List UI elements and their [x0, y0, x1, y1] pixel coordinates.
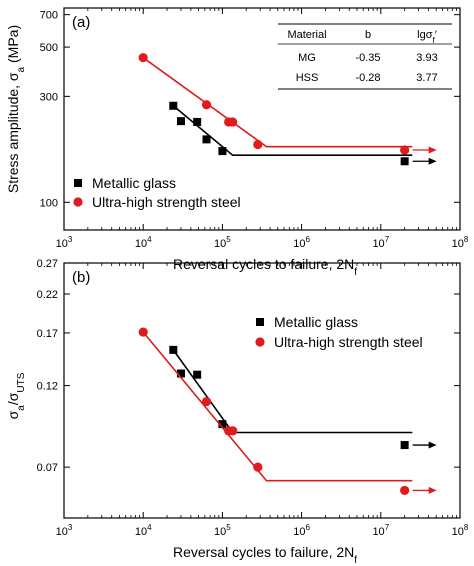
- panel-a-point-steel: [253, 139, 263, 150]
- panel-b-runout-arrow-head: [428, 486, 437, 494]
- panel-b-point-metallic-glass: [218, 420, 227, 429]
- panel-a-y-tick-label: 500: [40, 42, 58, 54]
- panel-a-y-tick-label: 100: [40, 197, 58, 209]
- panel-a-y-tick-label: 700: [40, 10, 58, 22]
- panel-a-y-axis-label: Stress amplitude, σa (MPa): [5, 25, 27, 193]
- panel-b-x-axis-label: Reversal cycles to failure, 2Nf: [173, 544, 357, 566]
- panel-b-x-tick-label: 105: [214, 523, 231, 538]
- panel-b-x-tick-label: 104: [135, 523, 152, 538]
- inset-table-header-cell: lgσf′: [417, 29, 437, 45]
- inset-table-header-cell: Material: [287, 29, 326, 41]
- panel-a-fit-line-metallic-glass: [172, 105, 413, 156]
- panel-b-point-steel: [138, 327, 148, 337]
- panel-a-point-steel: [201, 100, 212, 110]
- panel-a-legend-label: Ultra-high strength steel: [92, 194, 241, 210]
- panel-b-point-steel: [253, 462, 263, 472]
- panel-a-point-metallic-glass: [202, 135, 211, 144]
- panel-b-plot-frame: [63, 262, 461, 519]
- panel-b-legend-marker-metallic-glass: [256, 318, 264, 326]
- panel-b-point-steel: [400, 485, 410, 496]
- panel-a-legend-marker-metallic-glass: [74, 179, 82, 187]
- inset-table-cell: -0.28: [355, 72, 380, 84]
- panel-b-legend-marker-steel: [255, 337, 265, 347]
- panel-b-point-metallic-glass: [193, 370, 202, 379]
- panel-b-legend-label: Metallic glass: [274, 314, 358, 330]
- panel-a-x-axis-label: Reversal cycles to failure, 2Nf: [173, 256, 357, 278]
- panel-a-x-tick-label: 105: [214, 235, 231, 250]
- inset-table-cell: -0.35: [355, 52, 380, 64]
- panel-a-point-metallic-glass: [176, 117, 185, 126]
- panel-b-fit-line-steel: [142, 331, 413, 482]
- panel-b-point-metallic-glass: [176, 369, 185, 378]
- panel-a-x-tick-label: 104: [135, 235, 152, 250]
- panel-a-fit-line-steel: [142, 57, 413, 148]
- panel-b-y-tick-label: 0.22: [37, 289, 58, 301]
- panel-a-point-metallic-glass: [400, 157, 409, 166]
- panel-b-point-steel: [228, 426, 238, 436]
- panel-b-y-tick-label: 0.12: [37, 381, 58, 393]
- panel-b-y-tick-label: 0.07: [37, 462, 58, 474]
- panel-a-point-metallic-glass: [193, 117, 202, 126]
- panel-b-runout-arrow-head: [428, 441, 437, 449]
- panel-a-x-tick-label: 107: [372, 235, 389, 250]
- panel-b-y-axis-label: σa/σUTS: [5, 372, 27, 419]
- inset-table-cell: 3.93: [416, 52, 437, 64]
- panel-a-point-metallic-glass: [218, 147, 227, 156]
- panel-a-point-metallic-glass: [169, 101, 178, 110]
- panel-b-x-tick-label: 107: [372, 523, 389, 538]
- panel-a-runout-arrow-head: [428, 157, 437, 165]
- inset-table-cell: HSS: [296, 72, 319, 84]
- panel-b-x-tick-label: 103: [56, 523, 73, 538]
- panel-a-panel-label: (a): [72, 14, 90, 31]
- panel-a-plot-frame: [63, 7, 461, 231]
- panel-b-y-tick-label: 0.27: [37, 258, 58, 270]
- panel-a-legend-label: Metallic glass: [92, 175, 176, 191]
- panel-b-panel-label: (b): [72, 269, 90, 286]
- panel-a-y-tick-label: 300: [40, 91, 58, 103]
- panel-a-legend-marker-steel: [73, 197, 83, 207]
- inset-table-header-cell: b: [365, 29, 371, 41]
- panel-a-point-steel: [400, 145, 410, 155]
- panel-a-point-steel: [228, 117, 238, 127]
- panel-b-fit-line-metallic-glass: [172, 349, 413, 434]
- inset-table-cell: 3.77: [416, 72, 437, 84]
- panel-a-x-tick-label: 103: [56, 235, 73, 250]
- panel-a-runout-arrow-head: [428, 146, 437, 154]
- panel-b: 103 104 105 106 107 108 0.07 0.12 0.17 0.22 0.27 (b…: [5, 258, 469, 566]
- panel-b-x-tick-label: 106: [293, 523, 310, 538]
- panel-b-x-tick-label: 108: [452, 523, 469, 538]
- panel-b-point-steel: [201, 396, 212, 407]
- panel-b-point-metallic-glass: [169, 345, 178, 354]
- panel-b-legend-label: Ultra-high strength steel: [274, 334, 423, 350]
- panel-b-point-metallic-glass: [400, 441, 409, 450]
- inset-table-cell: MG: [298, 52, 316, 64]
- panel-a-x-tick-label: 106: [293, 235, 310, 250]
- panel-a: 103 104 105 106 107 108 100 300 500 700 (a) Metalli…: [5, 7, 469, 278]
- panel-a-x-tick-label: 108: [452, 235, 469, 250]
- panel-a-point-steel: [138, 53, 148, 63]
- panel-b-y-tick-label: 0.17: [37, 328, 58, 340]
